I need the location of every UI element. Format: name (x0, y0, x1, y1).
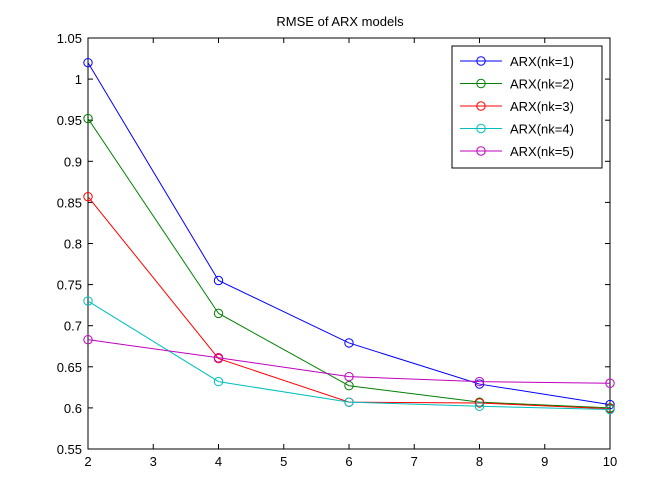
data-point (344, 371, 354, 382)
y-tick-label: 0.75 (57, 278, 82, 293)
chart-title: RMSE of ARX models (276, 14, 404, 29)
legend-label: ARX(nk=2) (510, 77, 574, 92)
data-point (83, 191, 93, 202)
y-tick-label: 0.55 (57, 442, 82, 457)
y-tick-label: 1.05 (57, 31, 82, 46)
data-point (605, 399, 615, 410)
data-point (474, 376, 485, 387)
y-tick-label: 0.95 (57, 113, 82, 128)
legend-item: ARX(nk=1) (460, 54, 574, 69)
x-tick-label: 4 (215, 454, 222, 469)
x-tick-label: 5 (280, 454, 287, 469)
x-tick-label: 8 (476, 454, 483, 469)
x-tick-label: 9 (541, 454, 548, 469)
data-point (213, 308, 224, 319)
x-tick-label: 10 (603, 454, 617, 469)
x-tick-label: 6 (345, 454, 352, 469)
y-tick-label: 0.7 (64, 319, 82, 334)
y-tick-label: 0.8 (64, 237, 82, 252)
data-point (605, 404, 615, 415)
series-line (87, 339, 611, 384)
data-point (213, 376, 224, 387)
series-1 (83, 57, 615, 410)
data-point (83, 296, 93, 306)
y-tick-label: 0.6 (64, 401, 82, 416)
series-2 (83, 113, 615, 413)
legend-swatch-marker (476, 56, 486, 66)
series-line (87, 62, 611, 406)
x-tick-label: 3 (150, 454, 157, 469)
legend-label: ARX(nk=1) (510, 54, 574, 69)
data-point (83, 113, 93, 124)
y-tick-label: 0.85 (57, 195, 82, 210)
series-line (87, 300, 611, 411)
series-line (87, 118, 611, 409)
legend-swatch-marker (476, 101, 486, 111)
series-4 (83, 296, 615, 415)
legend-item: ARX(nk=3) (460, 99, 574, 114)
data-point (344, 338, 354, 348)
legend-item: ARX(nk=2) (460, 77, 574, 92)
data-point (213, 353, 224, 363)
legend-label: ARX(nk=5) (510, 144, 574, 159)
data-point (605, 378, 615, 388)
data-point (213, 275, 224, 286)
legend-swatch-marker (476, 123, 486, 134)
legend-item: ARX(nk=5) (460, 144, 574, 159)
legend-item: ARX(nk=4) (460, 122, 574, 137)
data-point (83, 57, 93, 68)
legend: ARX(nk=1) ARX(nk=2) ARX(nk=3) ARX(nk=4) ARX(… (451, 45, 603, 169)
data-point (474, 379, 485, 389)
x-tick-label: 7 (411, 454, 418, 469)
y-tick-label: 0.9 (64, 154, 82, 169)
legend-label: ARX(nk=4) (510, 122, 574, 137)
y-tick-label: 0.65 (57, 360, 82, 375)
y-tick-label: 1 (75, 72, 82, 87)
series-5 (83, 334, 615, 388)
data-point (474, 398, 485, 408)
x-tick-label: 2 (84, 454, 91, 469)
legend-swatch-marker (476, 78, 486, 89)
legend-label: ARX(nk=3) (510, 99, 574, 114)
data-point (474, 401, 485, 411)
data-point (83, 334, 93, 345)
legend-swatch-marker (476, 146, 486, 156)
data-point (344, 397, 354, 407)
data-point (344, 381, 354, 391)
